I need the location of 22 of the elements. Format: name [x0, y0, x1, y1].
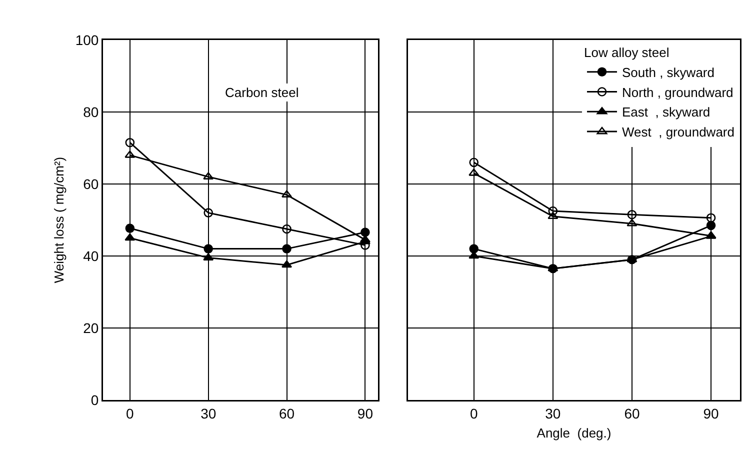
- y-axis-title: Weight loss ( mg/cm²): [52, 156, 67, 284]
- y-tick-label: 40: [83, 248, 99, 264]
- x-axis-title: Angle (deg.): [536, 426, 612, 441]
- legend-label: West , groundward: [622, 124, 734, 140]
- x-tick-label: 90: [357, 405, 374, 422]
- legend-label: South , skyward: [622, 64, 714, 80]
- x-tick-label: 30: [200, 405, 216, 422]
- legend-label: North , groundward: [622, 84, 734, 100]
- y-tick-label: 100: [75, 32, 99, 48]
- y-tick-label: 80: [83, 104, 99, 120]
- x-tick-label: 0: [470, 405, 478, 422]
- annotation: Carbon steel: [225, 85, 299, 100]
- x-tick-label: 60: [624, 405, 640, 422]
- y-tick-label: 0: [90, 392, 99, 408]
- x-tick-label: 0: [126, 405, 134, 422]
- x-tick-label: 60: [278, 405, 295, 422]
- x-tick-label: 90: [703, 405, 720, 422]
- x-tick-label: 30: [545, 405, 561, 422]
- legend-label: East , skyward: [622, 104, 710, 120]
- legend-title: Low alloy steel: [584, 44, 670, 60]
- y-tick-label: 20: [83, 320, 99, 336]
- y-tick-label: 60: [83, 176, 99, 192]
